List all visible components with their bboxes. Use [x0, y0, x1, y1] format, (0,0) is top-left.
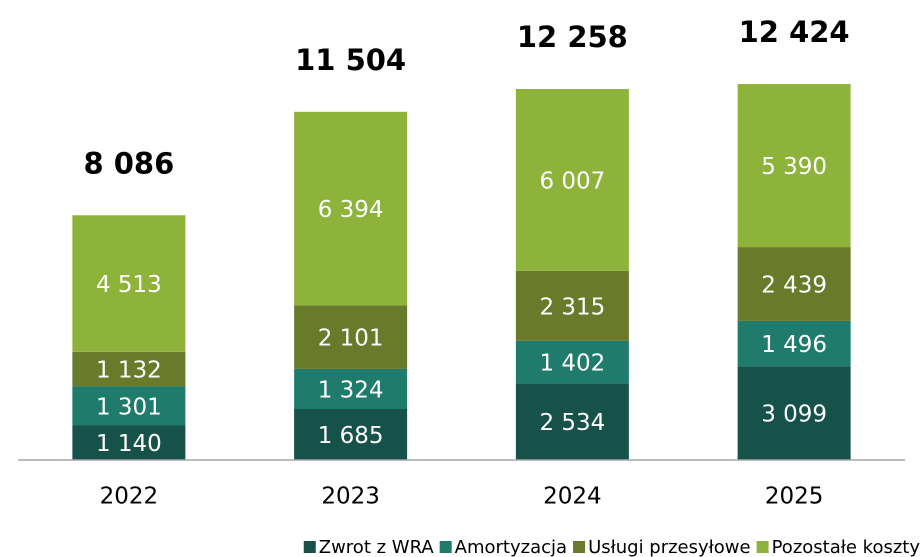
- legend-swatch: [756, 541, 769, 553]
- segment-label: 2 101: [318, 326, 384, 352]
- bar-segment: [294, 111, 408, 306]
- segment-label: 1 140: [96, 431, 162, 457]
- bar-segment: [737, 320, 851, 367]
- x-tick-label: 2025: [765, 484, 824, 510]
- segment-label: 2 439: [761, 273, 827, 299]
- bar-segment: [737, 83, 851, 248]
- legend-label: Usługi przesyłowe: [588, 537, 751, 557]
- total-label: 11 504: [295, 43, 406, 77]
- segment-label: 6 007: [539, 168, 605, 194]
- x-tick-label: 2024: [543, 484, 602, 510]
- segment-label: 1 132: [96, 357, 162, 383]
- bar-segment: [737, 366, 851, 460]
- legend-swatch: [439, 541, 452, 553]
- x-tick-label: 2022: [100, 484, 159, 510]
- bar-segment: [72, 351, 186, 387]
- segment-label: 1 496: [761, 332, 827, 358]
- bar-segment: [294, 409, 408, 460]
- total-label: 8 086: [83, 146, 174, 180]
- bar-segment: [72, 215, 186, 352]
- segment-label: 6 394: [318, 197, 384, 223]
- segment-label: 1 402: [539, 351, 605, 377]
- segment-label: 4 513: [96, 272, 162, 298]
- bar-segment: [737, 247, 851, 321]
- bar-segment: [72, 425, 186, 460]
- legend-label: Pozostałe koszty: [772, 537, 921, 557]
- total-label: 12 424: [739, 15, 850, 49]
- x-tick-label: 2023: [321, 484, 380, 510]
- legend-swatch: [573, 541, 586, 553]
- legend-label: Zwrot z WRA: [319, 537, 435, 557]
- segment-label: 1 301: [96, 394, 162, 420]
- legend-swatch: [303, 541, 316, 553]
- segment-label: 2 534: [539, 410, 605, 436]
- bar-segment: [294, 305, 408, 369]
- bar-segment: [515, 270, 629, 341]
- bar-segment: [72, 386, 186, 426]
- bar-segment: [294, 368, 408, 410]
- segment-label: 1 324: [318, 377, 384, 403]
- segment-label: 3 099: [761, 402, 827, 428]
- bar-segment: [515, 340, 629, 384]
- bar-segment: [515, 383, 629, 460]
- bar-segment: [515, 88, 629, 271]
- total-label: 12 258: [517, 20, 628, 54]
- segment-label: 2 315: [539, 294, 605, 320]
- segment-label: 5 390: [761, 154, 827, 180]
- legend-label: Amortyzacja: [455, 537, 567, 557]
- segment-label: 1 685: [318, 423, 384, 449]
